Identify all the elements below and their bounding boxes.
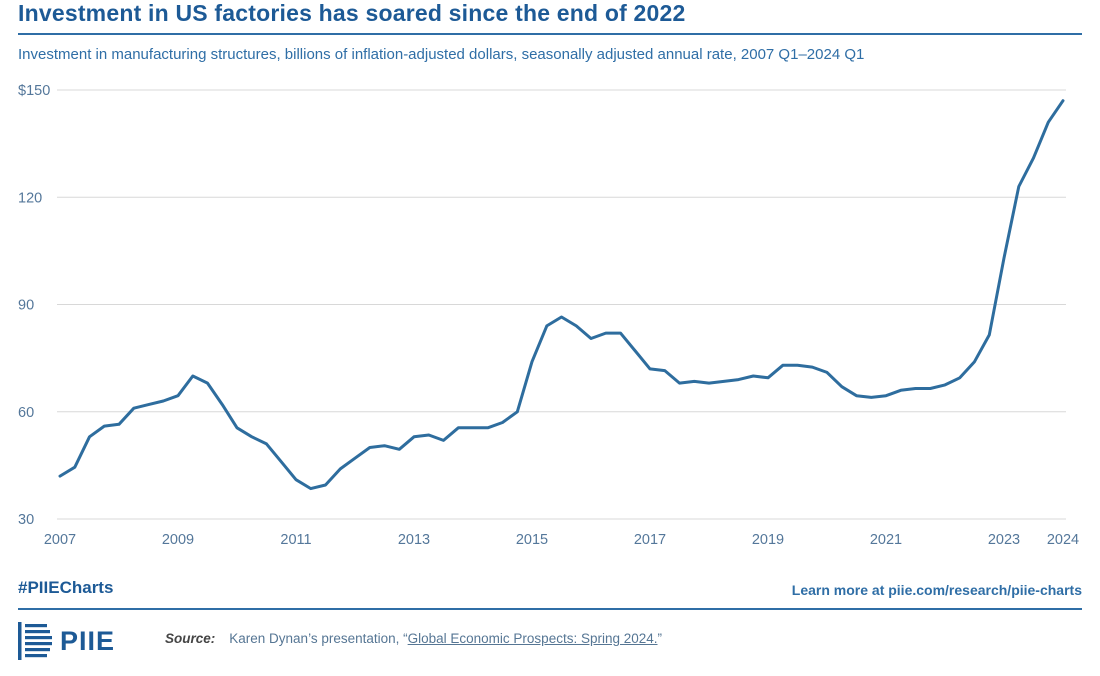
page-title: Investment in US factories has soared si…: [18, 0, 686, 26]
piie-logo: PIIE: [18, 622, 115, 660]
line-chart: $150 120 90 60 30 2007 2009 2011 2013 2015 2017 201…: [18, 83, 1079, 548]
y-axis-tick-label: 120: [18, 190, 42, 206]
x-axis-tick-label: 2009: [162, 532, 194, 548]
footer-divider: [18, 608, 1082, 610]
source-text: Karen Dynan’s presentation, “: [229, 631, 408, 646]
source-label: Source:: [165, 631, 216, 646]
title-divider: [18, 33, 1082, 35]
y-axis-tick-label: 30: [18, 512, 34, 528]
x-axis-tick-label: 2015: [516, 532, 548, 548]
y-axis-tick-label: $150: [18, 83, 50, 99]
x-axis-tick-label: 2023: [988, 532, 1020, 548]
x-axis-tick-label: 2019: [752, 532, 784, 548]
y-axis-tick-label: 90: [18, 298, 34, 314]
piie-logo-icon: [18, 622, 52, 660]
x-axis-tick-label: 2017: [634, 532, 666, 548]
x-axis-tick-label: 2007: [44, 532, 76, 548]
x-axis-tick-label: 2011: [280, 532, 311, 548]
x-axis-tick-label: 2013: [398, 532, 430, 548]
chart-subtitle: Investment in manufacturing structures, …: [18, 46, 865, 63]
source-link[interactable]: Global Economic Prospects: Spring 2024.: [407, 631, 658, 646]
learn-more-link[interactable]: Learn more at piie.com/research/piie-cha…: [791, 582, 1082, 598]
investment-line-series: [58, 99, 1065, 491]
piie-logo-text: PIIE: [60, 625, 116, 656]
source-line: Source: Karen Dynan’s presentation, “Glob…: [165, 631, 662, 646]
piie-charts-hashtag: #PIIECharts: [18, 578, 114, 597]
y-axis-tick-label: 60: [18, 405, 34, 421]
source-text-suffix: ”: [657, 631, 663, 646]
x-axis-tick-label: 2021: [870, 532, 902, 548]
x-axis-tick-label: 2024: [1047, 532, 1079, 548]
